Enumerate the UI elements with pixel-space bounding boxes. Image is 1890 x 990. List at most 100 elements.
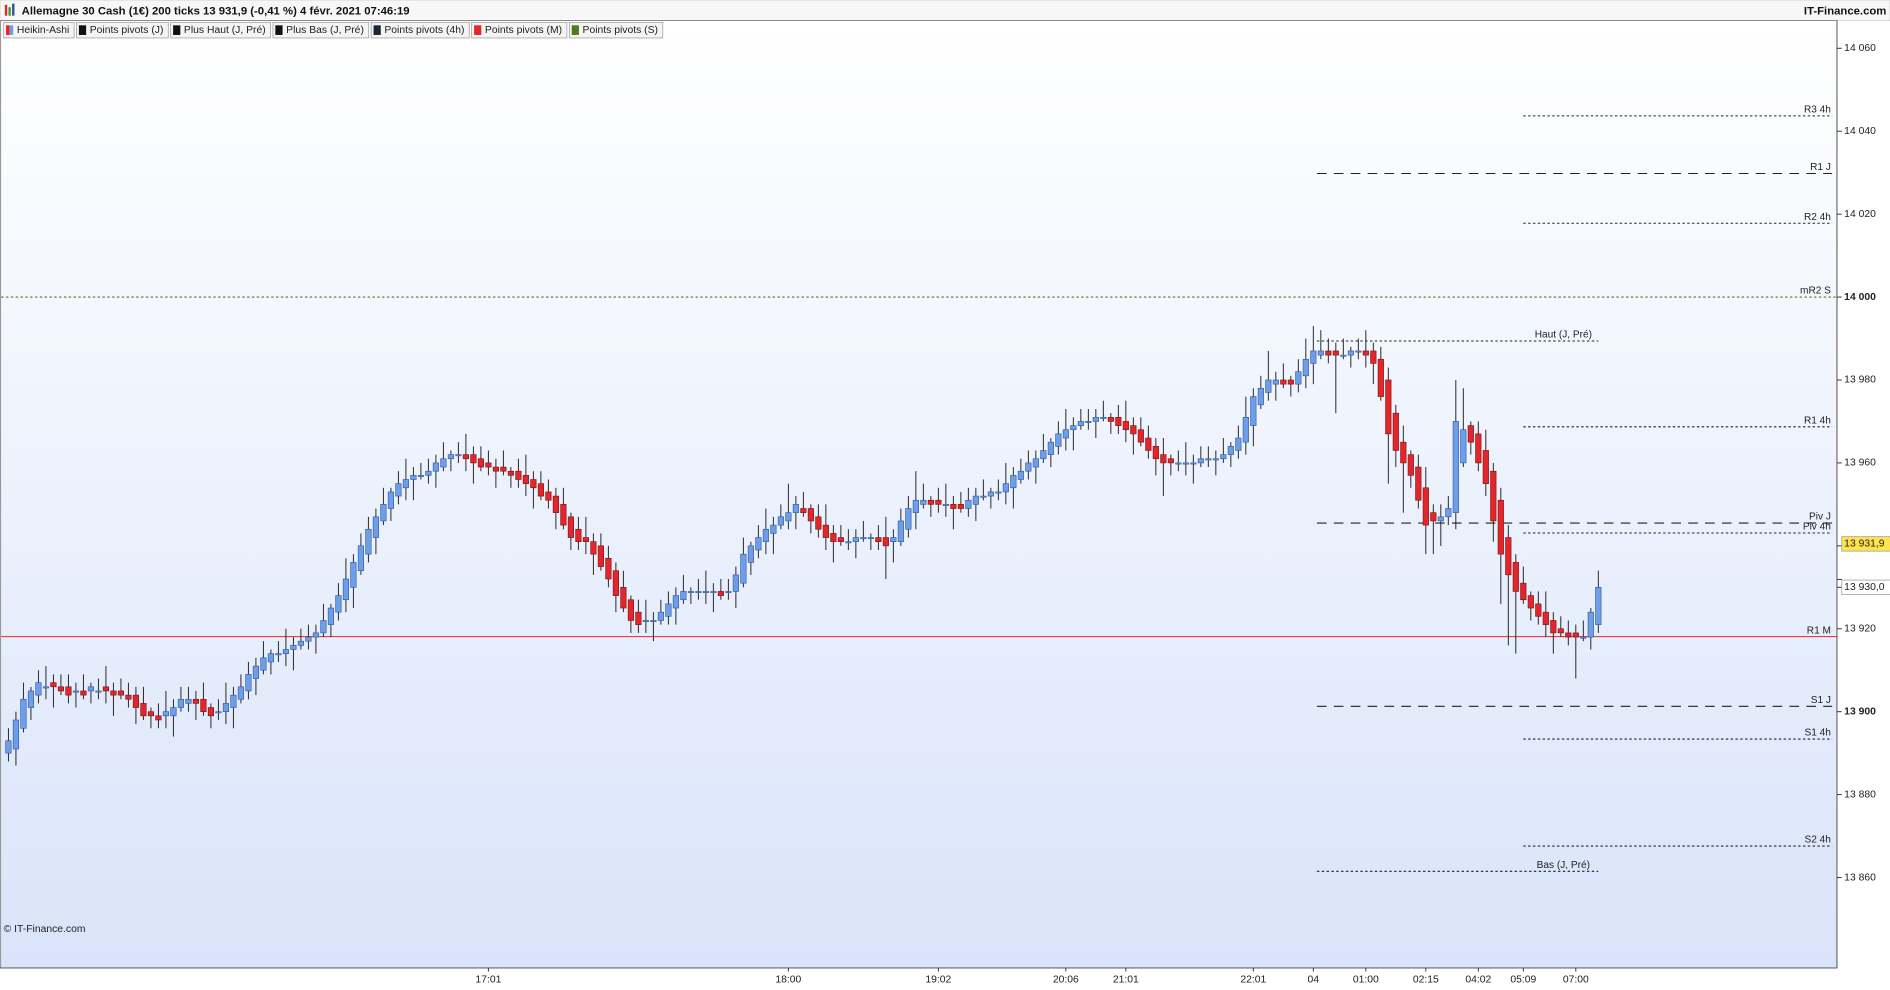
- candle-body: [1167, 458, 1174, 464]
- legend-label: Points pivots (4h): [384, 25, 464, 36]
- candle-body: [1227, 446, 1234, 455]
- candle-body: [1107, 416, 1114, 422]
- candle-body: [1482, 450, 1489, 484]
- candle-body: [20, 698, 27, 729]
- candle-body: [1460, 429, 1467, 464]
- price-marker-box: [1841, 536, 1890, 552]
- candle-body: [1497, 499, 1504, 555]
- legend-item: Points pivots (4h): [370, 21, 470, 39]
- candle-body: [1347, 350, 1354, 356]
- candle-body: [897, 520, 904, 542]
- legend-box: [471, 21, 568, 39]
- candle-body: [980, 495, 987, 498]
- candle-body: [1392, 412, 1399, 451]
- level-label: R2 4h: [1804, 212, 1831, 223]
- candle-body: [950, 504, 957, 509]
- candle-body: [852, 537, 859, 542]
- candle-body: [380, 504, 387, 522]
- candle-body: [770, 524, 777, 534]
- y-tick-label: 13 900: [1844, 706, 1876, 717]
- candle-body: [417, 475, 424, 477]
- plot-area: [0, 20, 1838, 969]
- candle-body: [207, 707, 214, 717]
- legend-item: Plus Bas (J, Pré): [272, 21, 370, 39]
- candle-body: [192, 698, 199, 704]
- candle-body: [1092, 416, 1099, 422]
- legend-item: Points pivots (S): [568, 21, 664, 39]
- candle-body: [125, 694, 132, 700]
- x-tick-label: 20:06: [1053, 975, 1079, 986]
- candle-body: [1250, 396, 1257, 426]
- legend-swatch: [373, 25, 381, 35]
- candle-body: [327, 607, 334, 625]
- candle-body: [72, 690, 80, 693]
- candle-body: [522, 475, 529, 484]
- candle-body: [740, 553, 747, 584]
- legend-swatch: [78, 25, 87, 35]
- candle-body: [477, 458, 484, 468]
- candle-body: [1295, 371, 1302, 385]
- candle-body: [1152, 446, 1159, 460]
- candle-body: [1175, 462, 1182, 465]
- candle-body: [1100, 416, 1107, 419]
- candle-body: [275, 653, 282, 656]
- candle-body: [222, 703, 229, 712]
- legend-swatch: [6, 25, 10, 35]
- y-tick-label: 13 860: [1844, 872, 1876, 883]
- candle-body: [1527, 595, 1534, 609]
- x-tick-label: 07:00: [1563, 975, 1589, 986]
- candle-body: [1467, 425, 1474, 443]
- candle-body: [537, 483, 544, 497]
- candle-body: [267, 653, 274, 663]
- y-tick-label: 13 960: [1844, 458, 1876, 469]
- candle-body: [350, 562, 357, 588]
- level-label: Haut (J, Pré): [1535, 330, 1592, 341]
- candle-body: [1587, 611, 1594, 638]
- candle-body: [905, 508, 912, 530]
- candle-body: [807, 508, 814, 522]
- legend-box: [568, 21, 664, 39]
- legend-label: Plus Haut (J, Pré): [184, 25, 266, 36]
- price-marker-box: [1841, 579, 1890, 595]
- legend-swatch: [9, 25, 14, 35]
- legend-swatch: [571, 25, 579, 35]
- candle-body: [35, 682, 42, 696]
- candle-body: [12, 719, 20, 750]
- candle-body: [567, 516, 574, 538]
- legend-box: [170, 21, 271, 39]
- candle-body: [1557, 628, 1564, 634]
- candle-body: [1362, 350, 1369, 356]
- level-label: S2 4h: [1805, 835, 1831, 846]
- level-label: Piv 4h: [1803, 522, 1831, 533]
- candle-body: [1257, 387, 1264, 406]
- candle-body: [800, 508, 807, 513]
- candle-body: [492, 466, 499, 472]
- candle-body: [410, 475, 417, 480]
- candle-body: [575, 528, 582, 542]
- x-tick-label: 04:02: [1465, 975, 1491, 986]
- candle-body: [1272, 379, 1279, 385]
- candle-body: [1242, 416, 1249, 443]
- candle-body: [1325, 350, 1332, 356]
- candle-body: [462, 454, 469, 460]
- candle-body: [395, 483, 402, 497]
- candle-body: [597, 545, 604, 567]
- legend-item: Heikin-Ashi: [3, 21, 75, 39]
- candle-body: [515, 470, 522, 480]
- candle-body: [1407, 454, 1414, 476]
- candle-body: [1445, 508, 1452, 518]
- candle-body: [867, 537, 874, 540]
- candle-body: [5, 740, 12, 754]
- candle-body: [1310, 350, 1317, 364]
- candle-body: [110, 690, 117, 696]
- candle-body: [702, 591, 709, 593]
- legend-item: Points pivots (M): [471, 21, 568, 39]
- candle-body: [372, 516, 379, 538]
- candle-body: [305, 636, 312, 642]
- candle-body: [470, 454, 477, 464]
- price-marker-label: 13 930,0: [1844, 582, 1885, 593]
- brand: IT-Finance.com: [1804, 5, 1886, 17]
- candle-body: [965, 499, 972, 509]
- candle-body: [605, 557, 612, 580]
- candle-body: [642, 620, 649, 622]
